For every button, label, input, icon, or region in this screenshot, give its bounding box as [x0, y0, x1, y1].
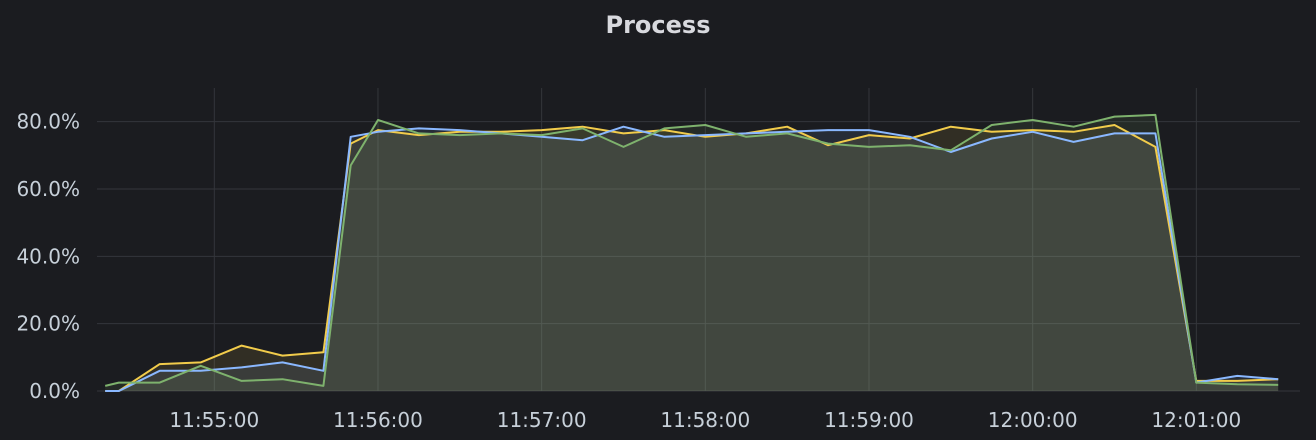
series-area-2 — [105, 126, 1279, 391]
x-tick-label: 11:59:00 — [824, 408, 914, 432]
y-tick-label: 20.0% — [16, 312, 80, 336]
series-line-3[interactable] — [104, 113, 1279, 387]
x-tick-label: 11:58:00 — [660, 408, 750, 432]
grid — [97, 88, 1300, 392]
x-tick-label: 11:56:00 — [333, 408, 423, 432]
y-tick-label: 60.0% — [16, 177, 80, 201]
series-area-3 — [105, 114, 1279, 392]
x-tick-label: 11:55:00 — [169, 408, 259, 432]
x-tick-label: 11:57:00 — [497, 408, 587, 432]
y-axis-labels: 0.0% 20.0% 40.0% 60.0% 80.0% — [16, 110, 80, 403]
series-line-2[interactable] — [105, 125, 1279, 392]
series-area-1 — [105, 125, 1279, 391]
y-tick-label: 80.0% — [16, 110, 80, 134]
series-lines — [104, 113, 1279, 392]
y-tick-label: 40.0% — [16, 244, 80, 268]
area-fill — [105, 114, 1279, 392]
panel-title[interactable]: Process — [605, 11, 711, 39]
x-axis-labels: 11:55:00 11:56:00 11:57:00 11:58:00 11:59:00… — [169, 408, 1241, 432]
x-tick-label: 12:01:00 — [1151, 408, 1241, 432]
series-line-1[interactable] — [105, 124, 1279, 392]
x-tick-label: 12:00:00 — [988, 408, 1078, 432]
y-tick-label: 0.0% — [29, 379, 80, 403]
